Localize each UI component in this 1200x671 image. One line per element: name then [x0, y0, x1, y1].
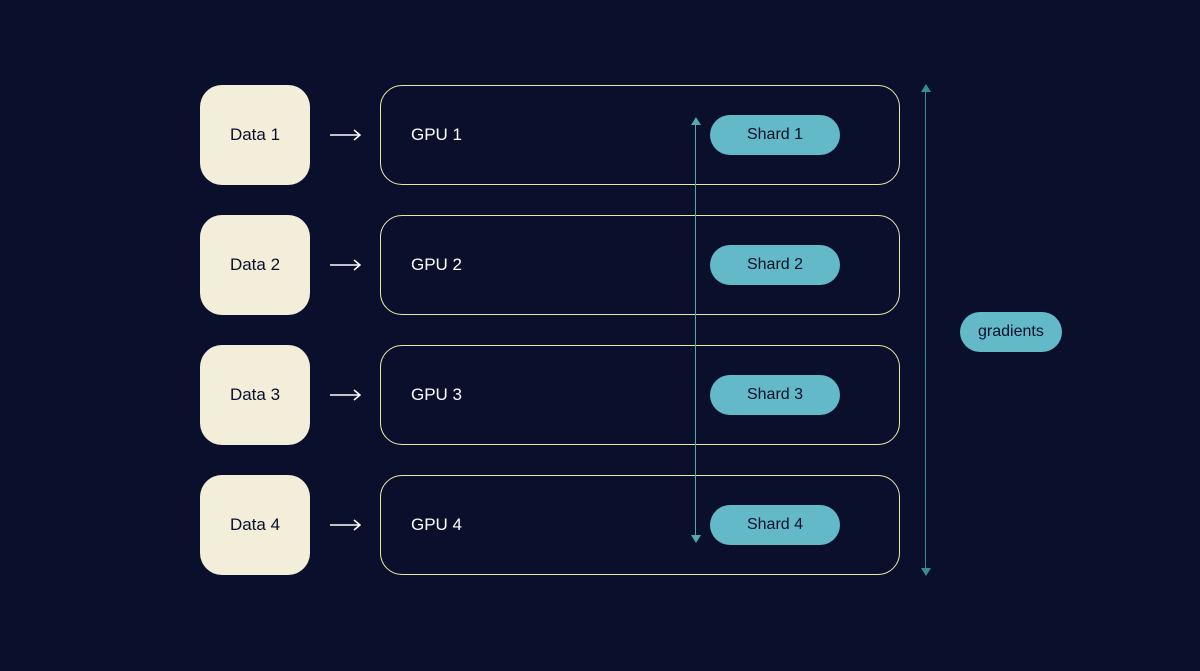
shard-pill-4: Shard 4 — [710, 505, 840, 545]
outer-arrowhead-up-icon — [921, 84, 931, 92]
data-box-2: Data 2 — [200, 215, 310, 315]
data-box-3: Data 3 — [200, 345, 310, 445]
data-box-4: Data 4 — [200, 475, 310, 575]
shard-label-2: Shard 2 — [747, 256, 803, 274]
outer-vertical-connector — [925, 85, 926, 575]
gpu-label-2: GPU 2 — [411, 255, 462, 275]
data-box-1: Data 1 — [200, 85, 310, 185]
inner-vertical-connector — [695, 118, 696, 542]
shard-pill-2: Shard 2 — [710, 245, 840, 285]
gradients-label-pill: gradients — [960, 312, 1062, 352]
shard-pill-3: Shard 3 — [710, 375, 840, 415]
arrow-2 — [330, 258, 370, 277]
data-label-4: Data 4 — [230, 515, 280, 535]
shard-label-1: Shard 1 — [747, 126, 803, 144]
outer-arrowhead-down-icon — [921, 568, 931, 576]
gpu-label-3: GPU 3 — [411, 385, 462, 405]
arrow-3 — [330, 388, 370, 407]
arrow-1 — [330, 128, 370, 147]
diagram-canvas: Data 1 GPU 1 Shard 1 Data 2 GPU 2 Shard … — [0, 0, 1200, 671]
data-label-3: Data 3 — [230, 385, 280, 405]
gpu-label-1: GPU 1 — [411, 125, 462, 145]
inner-arrowhead-up-icon — [691, 117, 701, 125]
data-label-2: Data 2 — [230, 255, 280, 275]
shard-pill-1: Shard 1 — [710, 115, 840, 155]
data-label-1: Data 1 — [230, 125, 280, 145]
shard-label-4: Shard 4 — [747, 516, 803, 534]
arrow-4 — [330, 518, 370, 537]
gpu-label-4: GPU 4 — [411, 515, 462, 535]
shard-label-3: Shard 3 — [747, 386, 803, 404]
inner-arrowhead-down-icon — [691, 535, 701, 543]
gradients-label-text: gradients — [978, 323, 1044, 341]
